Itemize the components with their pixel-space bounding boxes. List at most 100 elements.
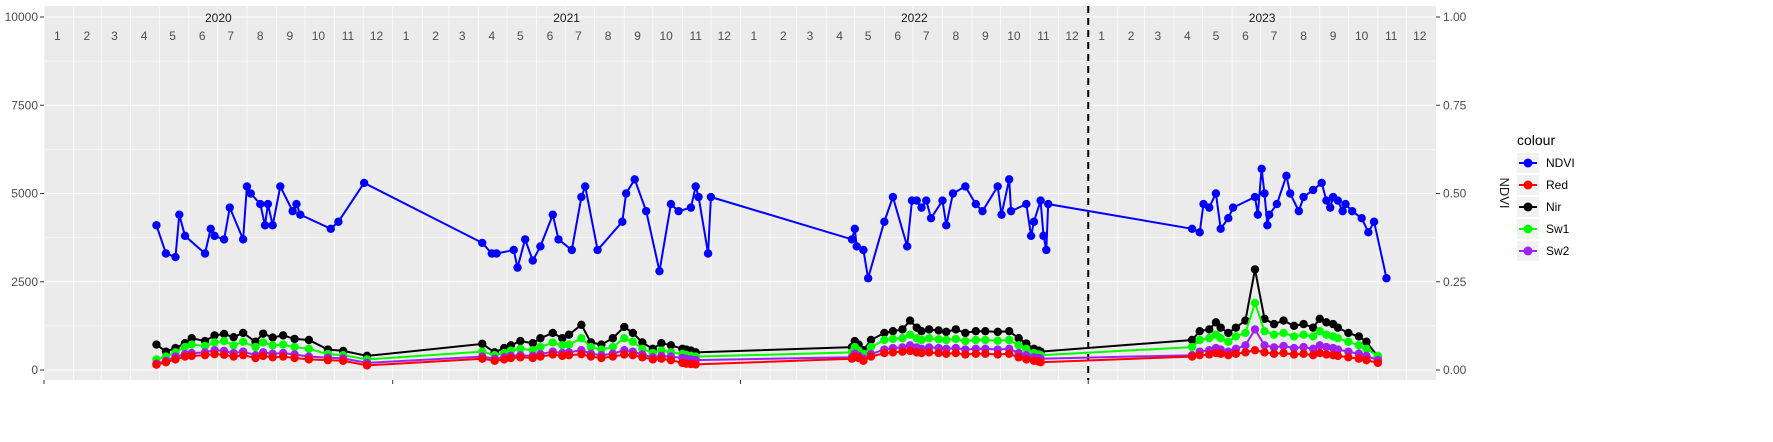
data-point-sw1: [1308, 332, 1318, 341]
data-point-ndvi: [863, 274, 873, 283]
month-label: 4: [836, 29, 843, 43]
data-point-red: [278, 352, 288, 361]
data-point-nir: [1362, 337, 1371, 346]
month-label: 1: [750, 29, 757, 43]
month-label: 12: [718, 29, 732, 43]
data-point-ndvi: [1326, 203, 1335, 212]
data-point-red: [1231, 349, 1241, 358]
data-point-ndvi: [536, 242, 545, 251]
month-label: 1: [403, 29, 410, 43]
data-point-red: [1308, 350, 1318, 360]
data-point-sw1: [251, 342, 260, 352]
data-point-sw1: [934, 335, 943, 344]
data-point-ndvi: [850, 224, 860, 233]
data-point-red: [880, 348, 889, 358]
data-point-nir: [934, 326, 943, 335]
data-point-sw2: [1308, 344, 1318, 354]
data-point-nir: [558, 334, 567, 343]
data-point-nir: [528, 338, 537, 348]
data-point-ndvi: [1265, 210, 1274, 219]
data-point-nir: [1014, 334, 1023, 343]
month-label: 10: [312, 29, 326, 43]
data-point-ndvi: [1216, 224, 1225, 233]
data-point-ndvi: [938, 196, 947, 205]
data-point-red: [657, 354, 666, 363]
data-point-red: [666, 355, 676, 365]
data-point-red: [917, 348, 926, 358]
data-point-nir: [898, 325, 907, 334]
data-point-red: [187, 351, 196, 361]
month-label: 8: [257, 29, 264, 43]
data-point-sw1: [951, 334, 961, 344]
data-point-ndvi: [621, 189, 631, 198]
data-point-sw1: [564, 340, 574, 349]
data-point-red: [219, 350, 229, 360]
data-point-ndvi: [1253, 210, 1263, 219]
data-point-red: [620, 350, 629, 359]
data-point-sw2: [1315, 341, 1324, 350]
data-point-sw1: [993, 336, 1002, 345]
month-label: 7: [1271, 29, 1278, 43]
data-point-red: [564, 350, 574, 360]
data-point-sw2: [1333, 345, 1343, 354]
data-point-sw1: [1289, 332, 1299, 341]
data-point-red: [171, 355, 180, 364]
month-label: 11: [342, 29, 355, 43]
data-point-ndvi: [948, 189, 958, 198]
data-point-sw1: [1231, 332, 1241, 341]
data-point-ndvi: [296, 210, 305, 219]
data-point-red: [638, 353, 647, 362]
data-point-red: [152, 360, 161, 369]
data-point-nir: [993, 327, 1002, 337]
left-tick-label: 7500: [11, 98, 38, 112]
month-label: 3: [111, 29, 118, 43]
year-label: 2021: [553, 11, 580, 25]
month-label: 10: [1007, 29, 1021, 43]
data-point-sw1: [1269, 330, 1279, 339]
data-point-nir: [608, 334, 618, 343]
data-point-red: [608, 352, 618, 361]
data-point-sw1: [1344, 337, 1353, 346]
data-point-ndvi: [888, 192, 898, 202]
month-label: 6: [199, 29, 206, 43]
data-point-red: [1036, 358, 1045, 367]
data-point-nir: [548, 328, 557, 338]
data-point-sw1: [1241, 328, 1250, 338]
data-point-ndvi: [1357, 214, 1366, 223]
data-point-ndvi: [1211, 189, 1221, 198]
data-point-sw1: [1187, 342, 1197, 352]
data-point-sw2: [1279, 341, 1288, 351]
data-point-red: [691, 360, 700, 369]
data-point-ndvi: [1294, 206, 1304, 216]
data-point-ndvi: [554, 235, 563, 244]
data-point-ndvi: [1347, 206, 1357, 216]
data-point-sw1: [558, 341, 567, 350]
data-point-red: [1269, 349, 1279, 358]
data-point-red: [1362, 355, 1371, 365]
data-point-sw1: [1022, 344, 1031, 354]
legend-key-point: [1523, 246, 1533, 256]
data-point-sw1: [888, 334, 898, 344]
data-point-ndvi: [180, 231, 190, 241]
data-point-sw1: [548, 338, 557, 347]
data-point-nir: [290, 334, 299, 344]
data-point-ndvi: [1042, 245, 1051, 255]
data-point-ndvi: [971, 199, 981, 209]
year-label: 2020: [205, 11, 232, 25]
month-label: 7: [923, 29, 930, 43]
data-point-sw1: [229, 341, 238, 350]
data-point-red: [898, 347, 907, 356]
data-point-sw1: [866, 342, 876, 352]
month-label: 5: [865, 29, 872, 43]
series-group: [152, 164, 1391, 370]
data-point-red: [323, 355, 333, 365]
series-red: [152, 346, 1383, 370]
data-point-ndvi: [359, 178, 369, 188]
data-point-sw2: [1289, 343, 1299, 353]
data-point-red: [548, 350, 557, 359]
data-point-red: [577, 349, 586, 359]
data-point-ndvi: [528, 256, 537, 265]
data-point-ndvi: [666, 199, 676, 209]
data-point-ndvi: [268, 221, 277, 230]
data-point-nir: [971, 326, 981, 336]
